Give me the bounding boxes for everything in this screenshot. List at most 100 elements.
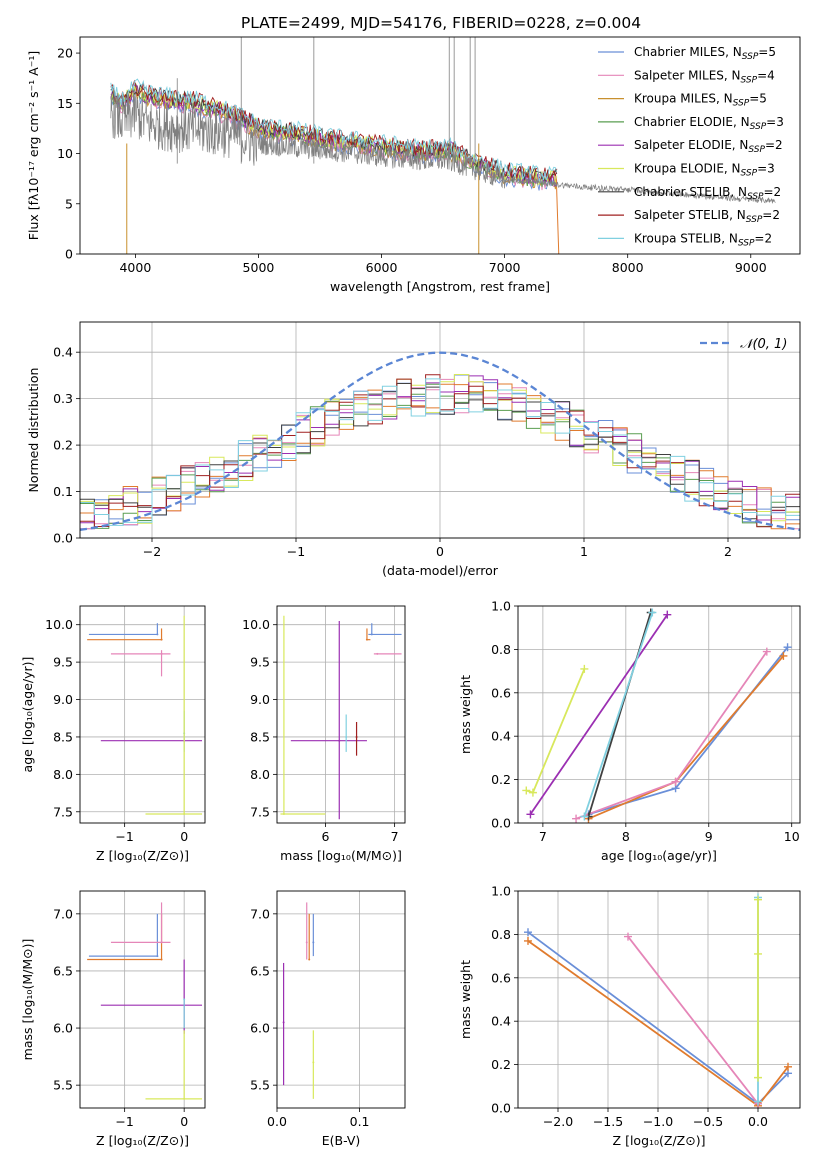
y-tick-label: 0 (65, 247, 73, 262)
y-tick-label: 0.4 (491, 1014, 511, 1029)
legend-label-text: Chabrier ELODIE, N (634, 115, 750, 129)
y-tick-label: 0.8 (491, 927, 511, 942)
y-tick-label: 0.6 (491, 970, 511, 985)
x-tick-label: −1.0 (643, 1114, 673, 1129)
plot-marks (80, 351, 800, 532)
y-tick-label: 0.0 (491, 816, 511, 831)
legend-label-sub: SSP (738, 238, 755, 248)
y-tick-label: 6.0 (250, 1021, 270, 1036)
x-tick-label: 10 (784, 829, 800, 844)
legend-label-count: =5 (749, 92, 767, 106)
plot-marks (110, 37, 776, 254)
plus-marker (580, 664, 589, 673)
data-point (282, 813, 285, 816)
y-tick-label: 10.0 (242, 617, 270, 632)
plus-marker (624, 932, 632, 941)
x-tick-label: 0.1 (350, 1114, 370, 1129)
y-tick-label: 0.6 (491, 685, 511, 700)
legend-label-sub: SSP (733, 99, 750, 109)
x-axis-label: Z [log₁₀(Z/Z⊙)] (96, 1133, 189, 1148)
data-point (312, 941, 315, 944)
axes-frame (79, 605, 206, 824)
chart-ebv_mass: 0.0 0.1 5.5 6.0 6.5 7.0 E(B-V) (250, 890, 406, 1148)
model-dip (555, 178, 560, 254)
x-tick-label: 8 (622, 829, 630, 844)
plot-marks (280, 615, 402, 820)
data-point (156, 955, 159, 958)
x-tick-label: 7 (539, 829, 547, 844)
y-tick-label: 9.0 (53, 692, 73, 707)
data-point (160, 941, 163, 944)
x-tick-label: 0 (180, 1114, 188, 1129)
x-tick-label: 7000 (489, 260, 521, 275)
y-tick-label: 6.5 (250, 963, 270, 978)
x-tick-label: 7 (391, 829, 399, 844)
axes-frame (276, 605, 406, 824)
y-tick-label: 9.5 (53, 655, 73, 670)
chart-residuals: −2 −1 0 1 2 0.0 0.1 0.2 0.3 0.4 (data-model)/error… (26, 321, 801, 578)
plus-marker (524, 936, 532, 945)
y-axis-label: Normed distribution (26, 368, 41, 493)
legend-label-sub: SSP (748, 145, 765, 155)
data-point (345, 735, 348, 738)
x-axis-label: (data-model)/error (382, 563, 499, 578)
legend-label-count: =3 (766, 115, 784, 129)
weight-line-chabrier_miles (588, 646, 789, 816)
x-tick-label: 0.0 (748, 1114, 768, 1129)
y-tick-label: 8.0 (53, 767, 73, 782)
plus-marker (779, 651, 788, 660)
data-point (183, 998, 186, 1001)
legend-label: Chabrier ELODIE, NSSP=3 (634, 115, 784, 132)
weight-line-salpeter_miles (575, 651, 768, 820)
x-tick-label: −0.5 (693, 1114, 723, 1129)
legend-label-sub: SSP (747, 192, 764, 202)
legend-label-text: Salpeter ELODIE, N (634, 138, 748, 152)
legend-label-sub: SSP (746, 215, 763, 225)
plus-marker (783, 643, 792, 652)
chart-mass_age: 6 7 7.5 8.0 8.5 9.0 9.5 10.0 mass [log₁₀(M/M⊙)] (242, 605, 406, 863)
weight-line-orange (588, 655, 785, 820)
x-axis-label: age [log₁₀(age/yr)] (601, 848, 717, 863)
chart-z_mass: −1 0 5.5 6.0 6.5 7.0 Z [log₁₀(Z/Z⊙)] mass [log₁… (20, 890, 206, 1148)
y-tick-label: 6.0 (53, 1021, 73, 1036)
x-tick-label: −2.0 (543, 1114, 573, 1129)
data-point (160, 638, 163, 641)
y-tick-label: 5.5 (53, 1078, 73, 1093)
legend-label-text: Salpeter MILES, N (634, 68, 741, 82)
chart-spectrum: 4000 5000 6000 7000 8000 9000 0 5 10 15 20 waveleng… (26, 36, 801, 294)
x-tick-label: 4000 (119, 260, 151, 275)
y-tick-label: 10 (57, 146, 73, 161)
y-tick-label: 0.0 (491, 1101, 511, 1116)
data-point (160, 958, 163, 961)
y-tick-label: 9.5 (250, 655, 270, 670)
axes-frame (79, 890, 206, 1109)
data-point (355, 735, 358, 738)
plus-marker (754, 1073, 762, 1082)
legend-label: Chabrier STELIB, NSSP=2 (634, 185, 781, 202)
x-tick-label: −1 (115, 1114, 133, 1129)
y-tick-label: 7.5 (53, 804, 73, 819)
x-axis-label: Z [log₁₀(Z/Z⊙)] (96, 848, 189, 863)
x-tick-label: 9000 (735, 260, 767, 275)
y-tick-label: 9.0 (250, 692, 270, 707)
axes-frame (79, 321, 801, 539)
y-tick-label: 8.5 (53, 729, 73, 744)
y-tick-label: 6.5 (53, 963, 73, 978)
data-point (183, 1097, 186, 1100)
x-tick-label: 0 (436, 544, 444, 559)
plus-marker (648, 608, 657, 617)
legend-label: Kroupa ELODIE, NSSP=3 (634, 162, 775, 179)
x-tick-label: −1 (115, 829, 133, 844)
axes-frame (79, 36, 801, 255)
plus-marker (754, 1097, 762, 1106)
axes-frame (517, 605, 801, 824)
data-point (312, 1061, 315, 1064)
y-tick-label: 7.0 (250, 906, 270, 921)
legend-label-count: =2 (764, 185, 782, 199)
x-tick-label: −1 (287, 544, 305, 559)
legend-label-count: =5 (758, 45, 776, 59)
chart-age_weight: 7 8 9 10 0.0 0.2 0.4 0.6 0.8 1.0 age [log₁₀(age/yr… (458, 599, 801, 863)
plus-marker (524, 928, 532, 937)
x-tick-label: 2 (724, 544, 732, 559)
y-tick-label: 0.8 (491, 642, 511, 657)
